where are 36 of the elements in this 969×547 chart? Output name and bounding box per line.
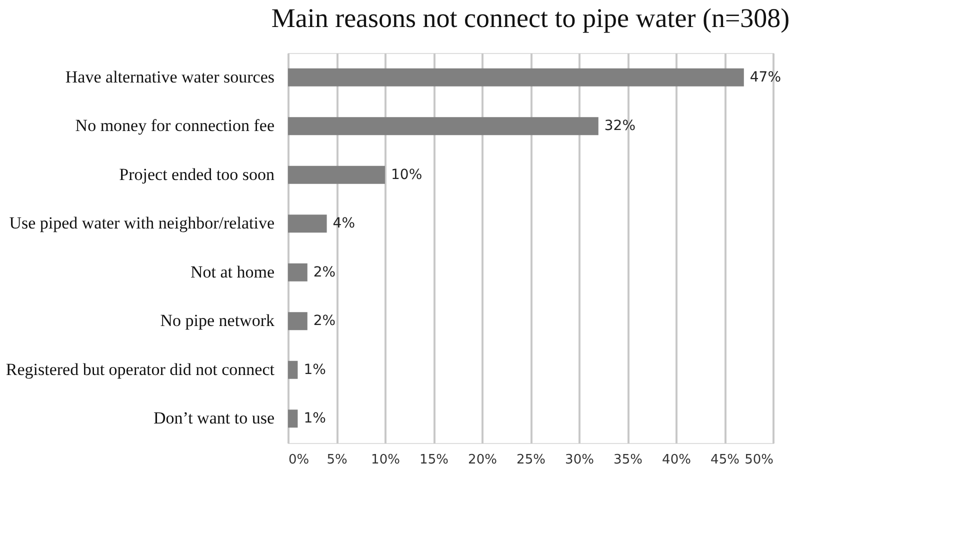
bar [288, 117, 598, 136]
data-label: 47% [750, 69, 782, 86]
x-tick-label: 40% [662, 452, 691, 468]
data-label: 4% [332, 216, 356, 232]
chart-title: Main reasons not connect to pipe water (n=308) [271, 3, 790, 33]
bar [288, 360, 298, 379]
bar [288, 166, 385, 184]
data-label: 32% [604, 118, 636, 134]
y-tick-label: Registered but operator did not connect [6, 360, 275, 379]
y-tick-label: No money for connection fee [75, 116, 274, 136]
data-label: 2% [313, 264, 336, 280]
data-label: 2% [313, 313, 336, 330]
bar [288, 312, 308, 330]
x-tick-label: 45% [710, 452, 740, 468]
x-tick-label: 0% [288, 452, 310, 468]
bar [288, 214, 327, 233]
y-tick-label: Don’t want to use [153, 408, 274, 428]
x-tick-label: 35% [614, 452, 642, 468]
bar [288, 263, 308, 282]
x-tick-label: 15% [420, 452, 448, 468]
x-tick-label: 10% [371, 452, 400, 468]
data-label: 1% [304, 410, 326, 427]
bar [288, 410, 298, 428]
y-tick-label: Have alternative water sources [65, 67, 274, 86]
data-label: 10% [391, 166, 422, 183]
x-tick-label: 30% [565, 452, 594, 468]
y-tick-label: Project ended too soon [119, 164, 275, 184]
y-tick-label: No pipe network [160, 311, 275, 330]
x-tick-label: 50% [744, 452, 774, 468]
y-tick-label: Not at home [190, 262, 274, 282]
x-tick-label: 5% [326, 452, 348, 468]
bar [288, 68, 744, 86]
y-tick-label: Use piped water with neighbor/relative [9, 214, 274, 233]
x-tick-label: 20% [468, 452, 497, 468]
data-label: 1% [304, 362, 326, 378]
x-tick-label: 25% [516, 452, 546, 468]
